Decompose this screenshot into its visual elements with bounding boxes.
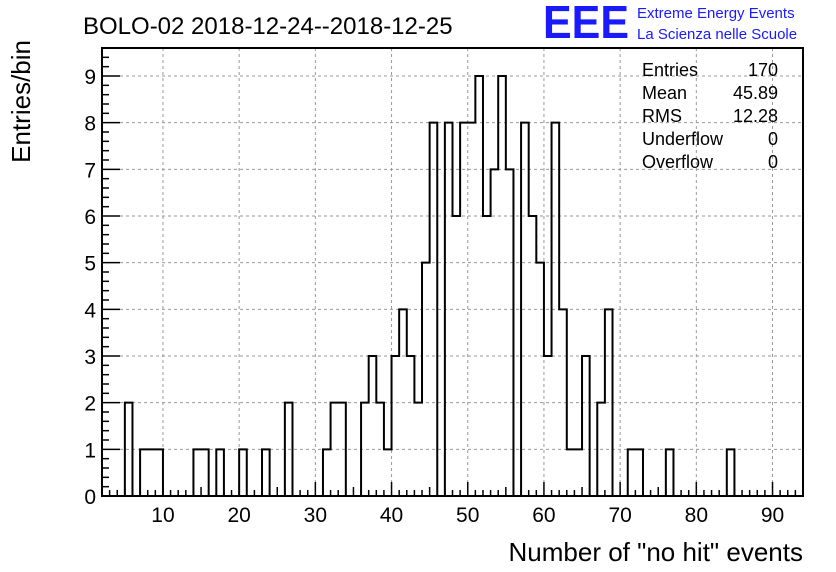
x-tick-label: 90 [761, 504, 784, 527]
chart-title: BOLO-02 2018-12-24--2018-12-25 [83, 13, 453, 40]
stats-label: RMS [642, 106, 682, 126]
y-tick-label: 8 [84, 113, 96, 136]
x-tick-label: 70 [608, 504, 631, 527]
stats-label: Overflow [642, 152, 714, 172]
eee-logo: EEE Extreme Energy Events La Scienza nel… [543, 0, 797, 48]
y-axis-label: Entries/bin [6, 40, 36, 163]
stats-label: Underflow [642, 129, 724, 149]
y-axis-ticks: 0 1 2 3 4 5 6 7 8 9 [84, 56, 120, 509]
stats-value: 0 [768, 129, 778, 149]
logo-mark: EEE [543, 0, 629, 48]
stats-box: Entries 170 Mean 45.89 RMS 12.28 Underflow 0 Ove… [642, 60, 778, 172]
logo-line-2: La Scienza nelle Scuole [637, 26, 797, 43]
x-axis-label: Number of "no hit" events [509, 537, 804, 567]
y-tick-label: 9 [84, 66, 96, 89]
stats-label: Entries [642, 60, 698, 80]
stats-value: 0 [768, 152, 778, 172]
stats-value: 12.28 [733, 106, 778, 126]
x-tick-label: 50 [456, 504, 479, 527]
x-tick-label: 60 [532, 504, 555, 527]
x-tick-label: 40 [380, 504, 403, 527]
x-tick-label: 10 [151, 504, 174, 527]
y-tick-label: 5 [84, 253, 96, 276]
stats-value: 170 [748, 60, 778, 80]
plot-frame [101, 47, 804, 497]
y-tick-label: 6 [84, 206, 96, 229]
grid-lines [102, 48, 803, 496]
y-tick-label: 7 [84, 159, 96, 182]
x-tick-label: 20 [227, 504, 250, 527]
stats-label: Mean [642, 83, 687, 103]
x-tick-label: 80 [685, 504, 708, 527]
stats-value: 45.89 [733, 83, 778, 103]
y-tick-label: 4 [84, 299, 96, 322]
y-tick-label: 0 [84, 486, 96, 509]
logo-line-1: Extreme Energy Events [637, 5, 795, 22]
y-tick-label: 3 [84, 346, 96, 369]
y-tick-label: 2 [84, 393, 96, 416]
x-tick-label: 30 [304, 504, 327, 527]
x-axis-ticks: 10 20 30 40 50 60 70 80 90 [101, 482, 804, 527]
y-tick-label: 1 [84, 439, 96, 462]
